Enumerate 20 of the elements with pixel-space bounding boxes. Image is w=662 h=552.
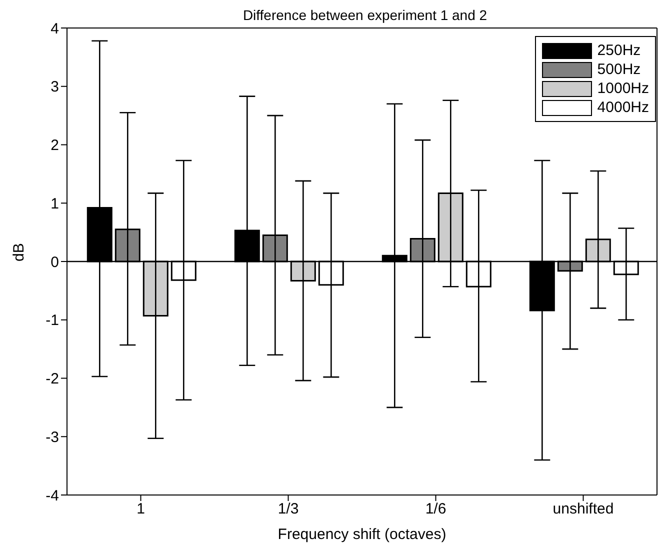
y-tick-label: -2 [46, 370, 59, 388]
x-tick-label: 1/6 [425, 500, 446, 518]
legend-label: 4000Hz [597, 99, 649, 116]
x-axis-title: Frequency shift (octaves) [278, 526, 446, 543]
y-axis-title: dB [10, 243, 28, 262]
x-tick-label: 1/3 [278, 500, 299, 518]
x-tick-label: 1 [136, 500, 145, 518]
y-tick-label: -3 [46, 428, 59, 446]
legend-label: 250Hz [597, 42, 641, 59]
y-tick-label: 0 [50, 254, 59, 271]
y-tick-label: 1 [50, 195, 59, 212]
y-tick-label: 3 [50, 78, 59, 96]
y-tick-label: 4 [50, 20, 59, 38]
y-tick-label: -4 [46, 487, 59, 504]
y-tick-label: 2 [50, 137, 59, 154]
chart-title: Difference between experiment 1 and 2 [242, 7, 488, 23]
legend-label: 1000Hz [597, 80, 649, 97]
legend-label: 500Hz [597, 61, 641, 78]
y-tick-label: -1 [46, 312, 59, 330]
x-tick-label: unshifted [552, 500, 614, 518]
